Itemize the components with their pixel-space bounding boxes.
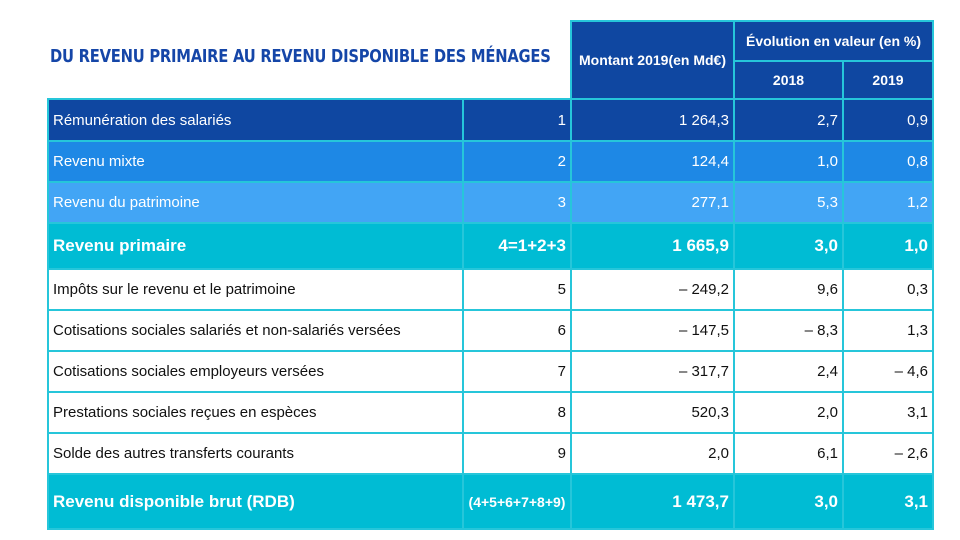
row-code: 1: [462, 98, 572, 142]
row-evolution-2019: 3,1: [842, 391, 934, 434]
row-amount: 277,1: [570, 181, 735, 224]
row-code: 6: [462, 309, 572, 352]
row-evolution-2019: 0,9: [842, 98, 934, 142]
row-label: Cotisations sociales salariés et non-sal…: [47, 309, 464, 352]
row-evolution-2018: 1,0: [733, 140, 844, 183]
table-row: Revenu primaire 4=1+2+3 1 665,9 3,0 1,0: [47, 222, 934, 270]
row-evolution-2018: 3,0: [733, 473, 844, 530]
page-title: DU REVENU PRIMAIRE AU REVENU DISPONIBLE …: [50, 46, 551, 67]
row-evolution-2019: 3,1: [842, 473, 934, 530]
row-code: 2: [462, 140, 572, 183]
row-code: 7: [462, 350, 572, 393]
table-row: Cotisations sociales salariés et non-sal…: [47, 309, 934, 352]
header-2019: 2019: [842, 60, 934, 100]
row-evolution-2019: 0,3: [842, 268, 934, 311]
row-evolution-2019: 0,8: [842, 140, 934, 183]
row-label: Impôts sur le revenu et le patrimoine: [47, 268, 464, 311]
header-2018: 2018: [733, 60, 844, 100]
row-label: Revenu primaire: [47, 222, 464, 270]
row-evolution-2018: 2,0: [733, 391, 844, 434]
row-label: Revenu disponible brut (RDB): [47, 473, 464, 530]
row-label: Rémunération des salariés: [47, 98, 464, 142]
row-evolution-2018: 6,1: [733, 432, 844, 475]
row-code: 5: [462, 268, 572, 311]
row-evolution-2019: 1,0: [842, 222, 934, 270]
row-amount: – 249,2: [570, 268, 735, 311]
row-evolution-2018: – 8,3: [733, 309, 844, 352]
row-code: 3: [462, 181, 572, 224]
row-amount: 1 665,9: [570, 222, 735, 270]
row-evolution-2018: 9,6: [733, 268, 844, 311]
row-evolution-2019: – 2,6: [842, 432, 934, 475]
row-code: 8: [462, 391, 572, 434]
table-row: Revenu du patrimoine 3 277,1 5,3 1,2: [47, 181, 934, 224]
row-evolution-2018: 2,4: [733, 350, 844, 393]
row-evolution-2018: 2,7: [733, 98, 844, 142]
row-label: Cotisations sociales employeurs versées: [47, 350, 464, 393]
row-label: Solde des autres transferts courants: [47, 432, 464, 475]
row-amount: 124,4: [570, 140, 735, 183]
row-label: Prestations sociales reçues en espèces: [47, 391, 464, 434]
row-amount: – 147,5: [570, 309, 735, 352]
row-amount: 1 264,3: [570, 98, 735, 142]
row-amount: 2,0: [570, 432, 735, 475]
table-row: Solde des autres transferts courants 9 2,0…: [47, 432, 934, 475]
row-code: (4+5+6+7+8+9): [462, 473, 572, 530]
row-label: Revenu du patrimoine: [47, 181, 464, 224]
row-code: 4=1+2+3: [462, 222, 572, 270]
row-label: Revenu mixte: [47, 140, 464, 183]
row-code: 9: [462, 432, 572, 475]
header-amount: Montant 2019(en Md€): [570, 20, 735, 100]
table-row: Rémunération des salariés 1 1 264,3 2,7 0,9: [47, 98, 934, 142]
row-evolution-2019: – 4,6: [842, 350, 934, 393]
row-evolution-2018: 5,3: [733, 181, 844, 224]
table-row: Cotisations sociales employeurs versées 7…: [47, 350, 934, 393]
row-amount: 1 473,7: [570, 473, 735, 530]
row-amount: – 317,7: [570, 350, 735, 393]
row-evolution-2019: 1,3: [842, 309, 934, 352]
row-evolution-2018: 3,0: [733, 222, 844, 270]
table-row: Prestations sociales reçues en espèces 8 5…: [47, 391, 934, 434]
header-evolution: Évolution en valeur (en %): [733, 20, 934, 62]
table-row: Revenu mixte 2 124,4 1,0 0,8: [47, 140, 934, 183]
table-row: Impôts sur le revenu et le patrimoine 5– …: [47, 268, 934, 311]
row-evolution-2019: 1,2: [842, 181, 934, 224]
table-row: Revenu disponible brut (RDB) (4+5+6+7+8+9…: [47, 473, 934, 530]
row-amount: 520,3: [570, 391, 735, 434]
income-table: Montant 2019(en Md€) Évolution en valeur…: [47, 20, 934, 530]
